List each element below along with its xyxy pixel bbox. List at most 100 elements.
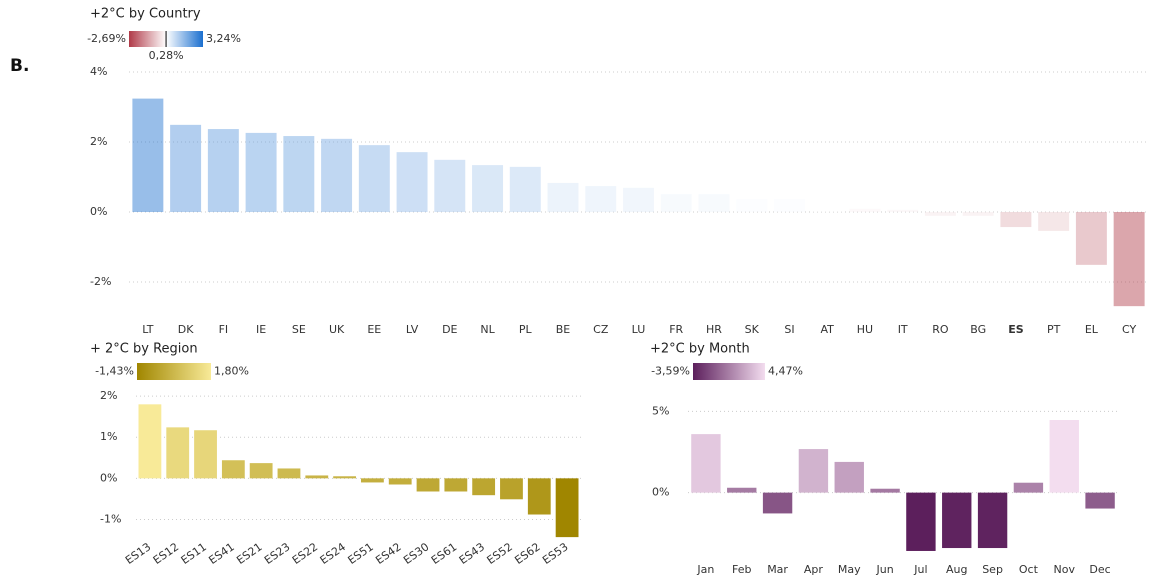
bar <box>170 124 202 212</box>
x-tick-label: IE <box>256 323 266 336</box>
x-tick-label: PL <box>519 323 533 336</box>
y-tick-label: 0% <box>100 471 117 484</box>
x-tick-label: SK <box>745 323 760 336</box>
bar <box>333 476 356 479</box>
bar <box>924 212 956 216</box>
legend-min-label: -2,69% <box>87 32 126 45</box>
y-tick-label: -1% <box>100 512 121 525</box>
x-tick-label: ES51 <box>346 540 376 567</box>
bar <box>736 199 768 212</box>
bar <box>849 208 881 212</box>
x-tick-label: Apr <box>804 563 824 576</box>
x-tick-label: CY <box>1122 323 1136 336</box>
bar <box>396 152 428 212</box>
bar <box>361 478 384 483</box>
legend-max-label: 1,80% <box>214 365 249 378</box>
x-tick-label: RO <box>932 323 949 336</box>
bar <box>444 478 468 492</box>
x-tick-label: EE <box>367 323 381 336</box>
bar <box>194 430 217 479</box>
chart-title: +2°C by Month <box>650 342 750 357</box>
bar <box>887 209 919 212</box>
panel-label: B. <box>10 56 29 76</box>
legend-mid-label: 0,28% <box>149 49 184 62</box>
x-tick-label: DE <box>442 323 457 336</box>
x-tick-label: DK <box>178 323 194 336</box>
x-tick-label: ES24 <box>318 540 348 567</box>
bar <box>245 132 277 212</box>
x-tick-label: ES61 <box>429 540 459 567</box>
bar <box>977 492 1008 549</box>
bar <box>1038 212 1070 231</box>
y-tick-label: 2% <box>90 135 107 148</box>
bar <box>500 478 523 500</box>
x-tick-label: Aug <box>946 563 967 576</box>
bar <box>870 488 900 493</box>
x-tick-label: FR <box>669 323 683 336</box>
x-tick-label: ES23 <box>262 540 292 567</box>
bar <box>1113 212 1145 307</box>
x-tick-label: AT <box>821 323 835 336</box>
bar <box>547 182 579 212</box>
bar <box>434 159 466 212</box>
x-tick-label: SE <box>292 323 306 336</box>
x-tick-label: ES52 <box>485 540 515 567</box>
bar <box>798 449 829 493</box>
x-tick-label: ES21 <box>234 540 264 567</box>
bar <box>1075 212 1107 265</box>
legend-gradient <box>137 363 211 380</box>
x-tick-label: HR <box>706 323 722 336</box>
x-tick-label: ES53 <box>540 540 570 567</box>
bar <box>277 468 301 479</box>
x-tick-label: SI <box>784 323 794 336</box>
bar <box>727 487 757 493</box>
bar <box>358 145 390 212</box>
bar <box>691 434 721 493</box>
bar <box>660 194 692 212</box>
x-tick-label: Nov <box>1054 563 1076 576</box>
bar <box>207 129 239 212</box>
x-tick-label: Dec <box>1089 563 1110 576</box>
bar <box>321 138 353 212</box>
bar <box>698 194 730 212</box>
y-tick-label: 1% <box>100 430 117 443</box>
bar <box>811 201 843 212</box>
bar <box>623 187 654 212</box>
bar <box>762 492 793 514</box>
bar <box>472 165 504 212</box>
y-tick-label: 4% <box>90 65 107 78</box>
bar <box>527 478 551 515</box>
y-tick-label: 0% <box>652 486 669 499</box>
x-tick-label: Jan <box>696 563 714 576</box>
bar <box>773 199 805 212</box>
bar <box>942 492 972 549</box>
x-tick-label: Jul <box>913 563 927 576</box>
bar <box>509 166 541 212</box>
x-tick-label: FI <box>219 323 229 336</box>
x-tick-label: ES12 <box>151 540 181 567</box>
bar <box>585 186 617 212</box>
legend-min-label: -1,43% <box>95 365 134 378</box>
chart-title: + 2°C by Region <box>90 342 198 357</box>
bar <box>283 136 315 212</box>
bar <box>472 478 496 496</box>
x-tick-label: HU <box>857 323 873 336</box>
x-tick-label: Jun <box>875 563 893 576</box>
x-tick-label: EL <box>1085 323 1099 336</box>
bar <box>834 461 864 493</box>
x-tick-label: LU <box>632 323 646 336</box>
x-tick-label: LT <box>142 323 154 336</box>
legend-max-label: 3,24% <box>206 32 241 45</box>
bar <box>1049 419 1079 493</box>
legend-max-label: 4,47% <box>768 365 803 378</box>
bar <box>305 475 329 479</box>
x-tick-label: May <box>838 563 861 576</box>
x-tick-label: CZ <box>593 323 609 336</box>
legend-min-label: -3,59% <box>651 365 690 378</box>
bar <box>1085 492 1115 509</box>
bar <box>962 212 994 216</box>
x-tick-label: ES42 <box>373 540 403 567</box>
bar <box>138 404 162 479</box>
bar <box>1013 482 1044 493</box>
x-tick-label: ES22 <box>290 540 320 567</box>
